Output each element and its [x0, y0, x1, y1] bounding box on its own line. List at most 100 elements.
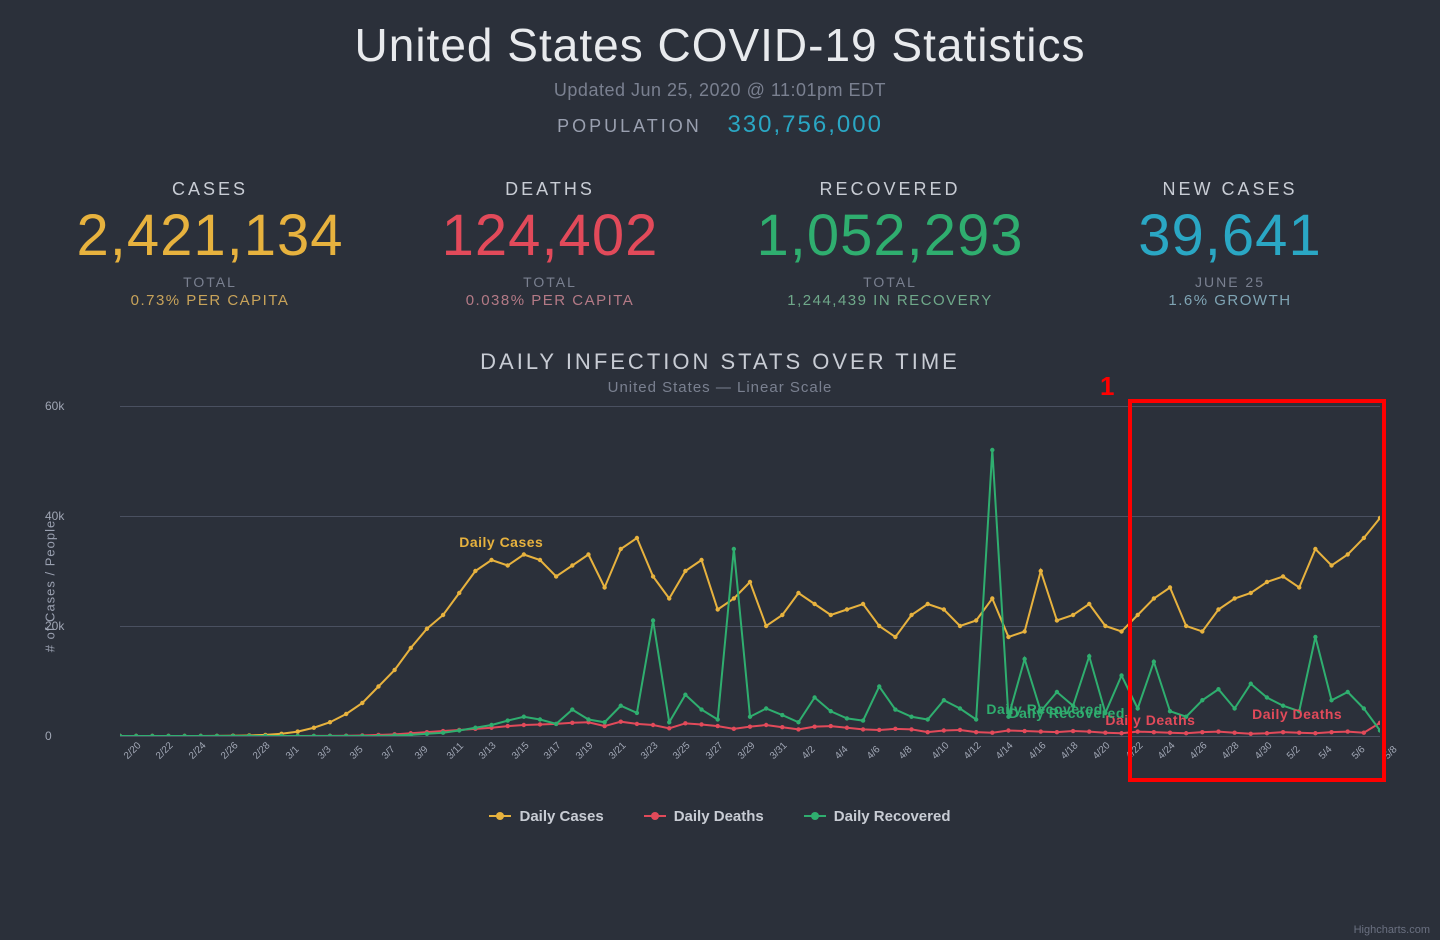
series-marker-daily_cases[interactable]	[715, 607, 719, 611]
series-marker-daily_cases[interactable]	[376, 684, 380, 688]
series-marker-daily_cases[interactable]	[1006, 635, 1010, 639]
series-marker-daily_recovered[interactable]	[150, 734, 154, 736]
series-marker-daily_cases[interactable]	[1168, 585, 1172, 589]
series-marker-daily_deaths[interactable]	[796, 727, 800, 731]
series-marker-daily_cases[interactable]	[1232, 596, 1236, 600]
series-marker-daily_deaths[interactable]	[877, 728, 881, 732]
series-marker-daily_cases[interactable]	[1152, 596, 1156, 600]
series-marker-daily_cases[interactable]	[651, 574, 655, 578]
series-marker-daily_deaths[interactable]	[522, 723, 526, 727]
series-marker-daily_recovered[interactable]	[344, 734, 348, 736]
series-marker-daily_recovered[interactable]	[958, 706, 962, 710]
series-marker-daily_recovered[interactable]	[974, 717, 978, 721]
series-marker-daily_deaths[interactable]	[1216, 729, 1220, 733]
series-marker-daily_deaths[interactable]	[845, 725, 849, 729]
series-marker-daily_recovered[interactable]	[538, 717, 542, 721]
series-marker-daily_recovered[interactable]	[812, 695, 816, 699]
series-marker-daily_cases[interactable]	[522, 552, 526, 556]
series-marker-daily_cases[interactable]	[990, 596, 994, 600]
series-marker-daily_recovered[interactable]	[796, 720, 800, 724]
series-marker-daily_recovered[interactable]	[1345, 690, 1349, 694]
series-marker-daily_cases[interactable]	[392, 668, 396, 672]
series-marker-daily_deaths[interactable]	[780, 725, 784, 729]
series-marker-daily_deaths[interactable]	[1022, 729, 1026, 733]
series-marker-daily_cases[interactable]	[489, 558, 493, 562]
series-marker-daily_deaths[interactable]	[699, 722, 703, 726]
series-marker-daily_cases[interactable]	[1119, 629, 1123, 633]
series-marker-daily_recovered[interactable]	[699, 707, 703, 711]
series-marker-daily_recovered[interactable]	[1135, 706, 1139, 710]
series-marker-daily_cases[interactable]	[1087, 602, 1091, 606]
series-marker-daily_cases[interactable]	[893, 635, 897, 639]
series-marker-daily_recovered[interactable]	[586, 717, 590, 721]
series-marker-daily_recovered[interactable]	[1232, 706, 1236, 710]
series-marker-daily_cases[interactable]	[1345, 552, 1349, 556]
series-marker-daily_recovered[interactable]	[199, 734, 203, 736]
series-marker-daily_recovered[interactable]	[120, 734, 122, 736]
series-marker-daily_cases[interactable]	[619, 547, 623, 551]
series-marker-daily_recovered[interactable]	[667, 720, 671, 724]
series-marker-daily_cases[interactable]	[360, 701, 364, 705]
chart-plot[interactable]: 020k40k60kDaily CasesDaily DeathsDaily R…	[120, 406, 1380, 736]
series-marker-daily_recovered[interactable]	[425, 731, 429, 735]
series-marker-daily_recovered[interactable]	[441, 730, 445, 734]
series-marker-daily_cases[interactable]	[909, 613, 913, 617]
series-marker-daily_cases[interactable]	[780, 613, 784, 617]
series-marker-daily_recovered[interactable]	[877, 684, 881, 688]
series-marker-daily_cases[interactable]	[312, 725, 316, 729]
series-marker-daily_cases[interactable]	[586, 552, 590, 556]
series-marker-daily_deaths[interactable]	[570, 720, 574, 724]
series-marker-daily_recovered[interactable]	[1055, 690, 1059, 694]
series-marker-daily_recovered[interactable]	[505, 718, 509, 722]
series-marker-daily_recovered[interactable]	[990, 448, 994, 452]
series-marker-daily_recovered[interactable]	[602, 720, 606, 724]
series-marker-daily_cases[interactable]	[554, 574, 558, 578]
series-marker-daily_recovered[interactable]	[893, 707, 897, 711]
series-marker-daily_cases[interactable]	[1184, 624, 1188, 628]
series-marker-daily_recovered[interactable]	[522, 714, 526, 718]
series-marker-daily_cases[interactable]	[845, 607, 849, 611]
series-marker-daily_deaths[interactable]	[1362, 730, 1366, 734]
series-marker-daily_cases[interactable]	[505, 563, 509, 567]
series-marker-daily_cases[interactable]	[328, 720, 332, 724]
series-marker-daily_cases[interactable]	[748, 580, 752, 584]
series-marker-daily_recovered[interactable]	[457, 728, 461, 732]
series-marker-daily_recovered[interactable]	[1329, 698, 1333, 702]
series-marker-daily_recovered[interactable]	[1362, 706, 1366, 710]
series-marker-daily_cases[interactable]	[1135, 613, 1139, 617]
series-marker-daily_recovered[interactable]	[1087, 654, 1091, 658]
series-marker-daily_recovered[interactable]	[619, 703, 623, 707]
series-marker-daily_deaths[interactable]	[732, 726, 736, 730]
series-marker-daily_cases[interactable]	[1039, 569, 1043, 573]
series-marker-daily_recovered[interactable]	[295, 734, 299, 736]
series-marker-daily_cases[interactable]	[1329, 563, 1333, 567]
series-marker-daily_cases[interactable]	[1216, 607, 1220, 611]
series-marker-daily_recovered[interactable]	[1152, 659, 1156, 663]
series-marker-daily_recovered[interactable]	[489, 723, 493, 727]
series-marker-daily_deaths[interactable]	[1119, 731, 1123, 735]
series-marker-daily_deaths[interactable]	[651, 723, 655, 727]
series-marker-daily_cases[interactable]	[1200, 629, 1204, 633]
series-marker-daily_deaths[interactable]	[958, 728, 962, 732]
series-marker-daily_cases[interactable]	[441, 613, 445, 617]
series-marker-daily_deaths[interactable]	[1313, 731, 1317, 735]
series-marker-daily_cases[interactable]	[473, 569, 477, 573]
series-marker-daily_deaths[interactable]	[893, 726, 897, 730]
series-line-daily_cases[interactable]	[120, 518, 1380, 736]
series-marker-daily_recovered[interactable]	[473, 725, 477, 729]
series-marker-daily_cases[interactable]	[958, 624, 962, 628]
series-marker-daily_cases[interactable]	[1362, 536, 1366, 540]
series-marker-daily_cases[interactable]	[1281, 574, 1285, 578]
series-marker-daily_deaths[interactable]	[1265, 731, 1269, 735]
series-marker-daily_deaths[interactable]	[635, 721, 639, 725]
series-marker-daily_deaths[interactable]	[942, 728, 946, 732]
series-marker-daily_recovered[interactable]	[635, 710, 639, 714]
series-marker-daily_cases[interactable]	[974, 618, 978, 622]
series-marker-daily_recovered[interactable]	[748, 714, 752, 718]
series-marker-daily_cases[interactable]	[1071, 613, 1075, 617]
series-marker-daily_recovered[interactable]	[651, 618, 655, 622]
series-marker-daily_recovered[interactable]	[328, 734, 332, 736]
series-marker-daily_recovered[interactable]	[1200, 698, 1204, 702]
series-marker-daily_deaths[interactable]	[1071, 729, 1075, 733]
series-marker-daily_cases[interactable]	[570, 563, 574, 567]
